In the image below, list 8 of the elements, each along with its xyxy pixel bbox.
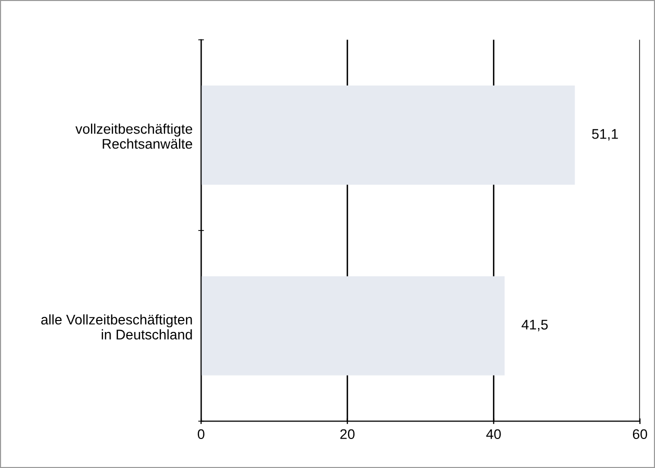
x-tick-label: 20 [340,429,355,440]
data-label: 41,5 [522,320,548,332]
x-tick-label: 0 [198,429,204,440]
y-tick-label: vollzeitbeschäftigte Rechtsanwälte [75,124,192,149]
data-label: 51,1 [592,129,618,141]
x-tick-label: 60 [632,429,648,440]
x-tick-label: 40 [486,429,501,440]
y-tick-label: alle Vollzeitbeschäftigten in Deutschland [41,314,192,340]
